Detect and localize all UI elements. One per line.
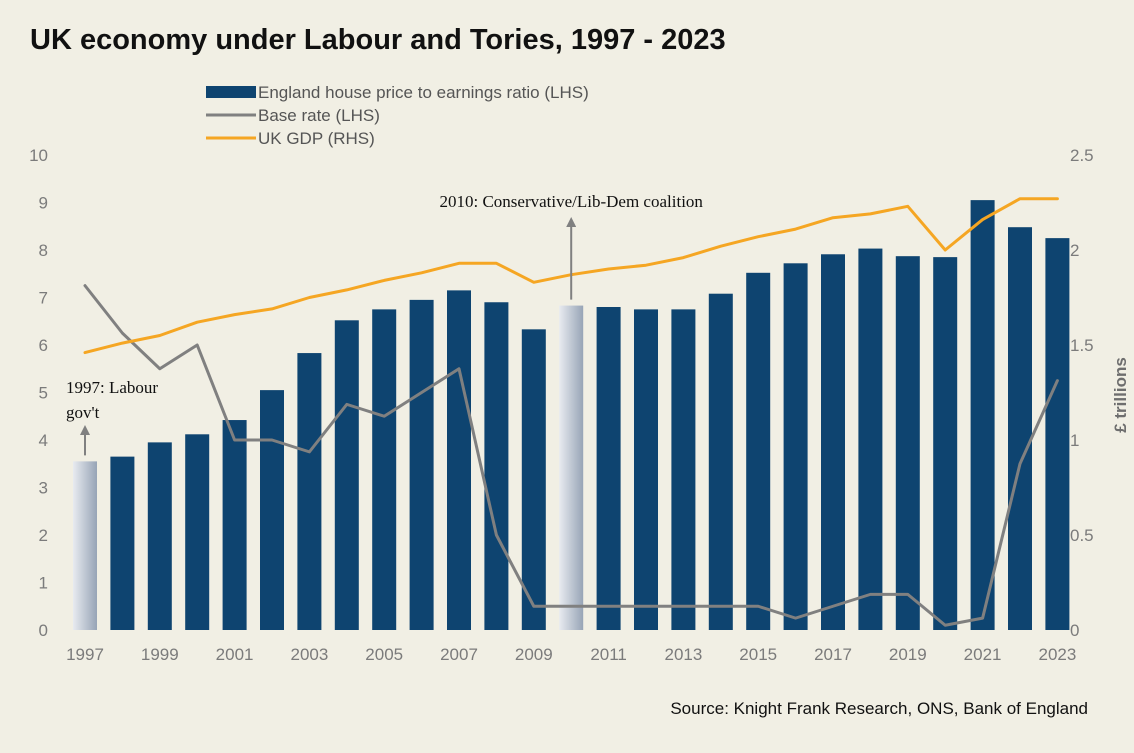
x-tick-label: 1999: [141, 645, 179, 664]
bar-2013: [671, 309, 696, 630]
bar-2007: [447, 290, 471, 630]
annotations: 1997: Labour gov't 2010: Conservative/Lib-…: [66, 192, 703, 456]
bar-2017: [821, 254, 845, 630]
left-tick-label: 7: [39, 289, 48, 308]
bar-2011: [596, 307, 621, 630]
bar-2005: [372, 309, 397, 630]
x-tick-label: 2015: [739, 645, 777, 664]
left-tick-label: 9: [39, 194, 48, 213]
bar-series: [73, 200, 1070, 630]
source-note: Source: Knight Frank Research, ONS, Bank…: [670, 699, 1088, 718]
left-tick-label: 4: [39, 431, 48, 450]
bar-2012: [634, 309, 658, 630]
x-tick-label: 2021: [964, 645, 1002, 664]
bar-2014: [708, 293, 733, 630]
bar-2009: [521, 329, 546, 630]
legend-label: England house price to earnings ratio (L…: [258, 83, 589, 102]
annotation-2010-text: 2010: Conservative/Lib-Dem coalition: [439, 192, 703, 211]
left-tick-label: 8: [39, 241, 48, 260]
bar-2019: [895, 256, 920, 630]
x-tick-label: 2007: [440, 645, 478, 664]
bar-1997: [73, 461, 97, 630]
bar-2002: [260, 390, 284, 630]
bar-2001: [222, 420, 247, 630]
bar-1999: [147, 442, 172, 630]
chart-title: UK economy under Labour and Tories, 1997…: [30, 24, 726, 56]
right-tick-label: 0: [1070, 621, 1079, 640]
x-tick-label: 1997: [66, 645, 104, 664]
right-tick-label: 1.5: [1070, 336, 1094, 355]
base-rate-line: [83, 284, 1059, 627]
left-tick-label: 6: [39, 336, 48, 355]
bar-2022: [1008, 227, 1032, 630]
bar-2023: [1045, 238, 1070, 630]
right-tick-label: 0.5: [1070, 526, 1094, 545]
right-tick-label: 2: [1070, 241, 1079, 260]
bar-2016: [783, 263, 808, 630]
legend: England house price to earnings ratio (L…: [206, 83, 589, 148]
x-tick-label: 2005: [365, 645, 403, 664]
bar-2000: [185, 434, 210, 630]
bar-1998: [110, 456, 135, 630]
right-axis-label: £ trillions: [1111, 357, 1130, 433]
x-tick-label: 2011: [590, 645, 627, 664]
x-tick-label: 2017: [814, 645, 852, 664]
legend-label: UK GDP (RHS): [258, 129, 375, 148]
left-tick-label: 10: [29, 146, 48, 165]
legend-swatch-bar: [206, 86, 256, 98]
left-tick-label: 3: [39, 479, 48, 498]
x-tick-label: 2001: [216, 645, 254, 664]
bar-2021: [970, 200, 995, 630]
bar-2003: [297, 353, 322, 630]
left-tick-label: 5: [39, 384, 48, 403]
x-tick-label: 2023: [1038, 645, 1076, 664]
annotation-1997-text: 1997: Labour: [66, 378, 158, 397]
bar-2008: [484, 302, 509, 630]
left-tick-label: 2: [39, 526, 48, 545]
legend-label: Base rate (LHS): [258, 106, 380, 125]
right-tick-label: 1: [1070, 431, 1079, 450]
right-tick-label: 2.5: [1070, 146, 1094, 165]
bar-2018: [858, 248, 883, 630]
x-tick-label: 2019: [889, 645, 927, 664]
bar-2020: [933, 257, 958, 630]
x-tick-label: 2013: [664, 645, 702, 664]
annotation-1997-text: gov't: [66, 403, 100, 422]
right-axis: 0 0.5 1 1.5 2 2.5: [1070, 146, 1094, 640]
left-tick-label: 0: [39, 621, 48, 640]
bar-2015: [746, 272, 771, 630]
x-axis: 1997 1999 2001 2003 2005 2007 2009 2011 2013 2015…: [66, 645, 1076, 664]
left-tick-label: 1: [39, 574, 48, 593]
left-axis: 0 1 2 3 4 5 6 7 8 9 10: [29, 146, 48, 640]
bar-2004: [334, 320, 359, 630]
bar-2010: [559, 305, 584, 630]
bar-2006: [409, 299, 434, 630]
x-tick-label: 2003: [290, 645, 328, 664]
x-tick-label: 2009: [515, 645, 553, 664]
